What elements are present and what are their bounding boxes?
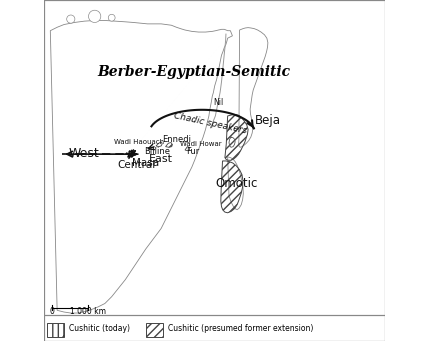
Text: East: East <box>149 154 172 164</box>
Polygon shape <box>51 20 232 313</box>
Text: Cushitic (today): Cushitic (today) <box>69 324 130 333</box>
Bar <box>44 315 384 341</box>
Circle shape <box>67 15 75 23</box>
Text: Wadi Haouach: Wadi Haouach <box>114 139 164 145</box>
Text: Central: Central <box>118 160 156 170</box>
Circle shape <box>89 10 101 23</box>
Text: Fur: Fur <box>186 147 199 156</box>
Text: Masa: Masa <box>132 158 159 168</box>
Bar <box>47 323 64 337</box>
Text: Nil: Nil <box>213 99 223 107</box>
Polygon shape <box>228 157 244 210</box>
Text: Ennedi: Ennedi <box>162 135 191 144</box>
Text: 1 000 km: 1 000 km <box>70 307 106 316</box>
Text: Billine: Billine <box>144 147 170 155</box>
Text: Cushitic (presumed former extension): Cushitic (presumed former extension) <box>168 324 313 333</box>
Text: West: West <box>69 147 100 160</box>
Text: Chadic speakers: Chadic speakers <box>173 111 248 136</box>
Bar <box>146 323 163 337</box>
Text: Wadi Howar: Wadi Howar <box>180 141 222 147</box>
Text: Berber-Egyptian-Semitic: Berber-Egyptian-Semitic <box>97 64 290 79</box>
Circle shape <box>108 14 115 21</box>
Text: Omotic: Omotic <box>215 177 257 190</box>
Polygon shape <box>238 28 268 147</box>
Text: 0: 0 <box>50 307 54 316</box>
Text: Beja: Beja <box>255 114 281 127</box>
